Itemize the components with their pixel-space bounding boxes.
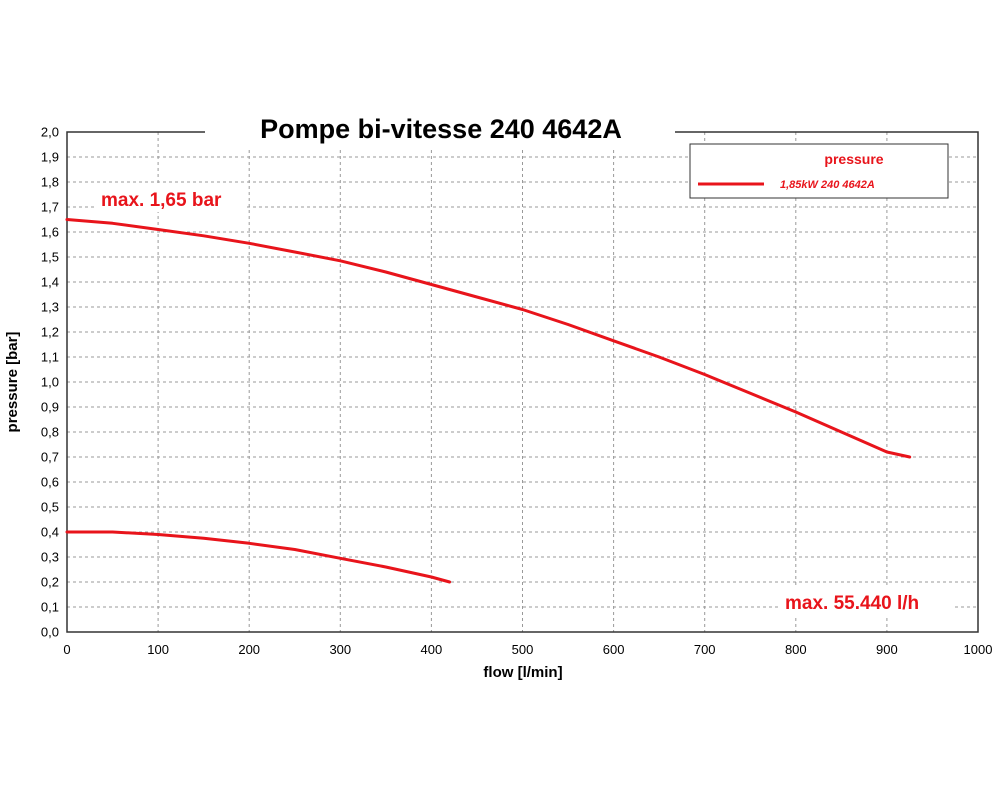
y-tick-label: 0,6 [41, 475, 59, 490]
y-tick-label: 0,7 [41, 450, 59, 465]
y-tick-label: 1,8 [41, 175, 59, 190]
y-axis-label: pressure [bar] [4, 332, 21, 433]
x-tick-label: 800 [785, 642, 807, 657]
y-tick-label: 1,7 [41, 200, 59, 215]
y-tick-label: 0,4 [41, 525, 59, 540]
title-background [205, 112, 675, 148]
y-tick-label: 1,0 [41, 375, 59, 390]
x-tick-label: 400 [421, 642, 443, 657]
y-tick-label: 0,2 [41, 575, 59, 590]
y-tick-label: 1,1 [41, 350, 59, 365]
x-tick-label: 200 [238, 642, 260, 657]
y-tick-label: 1,6 [41, 225, 59, 240]
legend-box [689, 143, 949, 199]
x-tick-label: 700 [694, 642, 716, 657]
legend: pressure 1,85kW 240 4642A [689, 143, 949, 199]
chart-title: Pompe bi-vitesse 240 4642A [260, 114, 622, 144]
x-tick-label: 600 [603, 642, 625, 657]
y-tick-label: 1,4 [41, 275, 59, 290]
y-tick-label: 0,0 [41, 625, 59, 640]
y-tick-label: 1,2 [41, 325, 59, 340]
annotation-max-flow-background [780, 588, 955, 615]
y-tick-label: 2,0 [41, 125, 59, 140]
y-tick-label: 0,1 [41, 600, 59, 615]
annotation-max-flow: max. 55.440 l/h [785, 593, 919, 614]
annotation-max-pressure-background [96, 185, 246, 212]
x-axis-label: flow [l/min] [483, 664, 562, 681]
series-lines [65, 218, 912, 584]
y-tick-label: 0,9 [41, 400, 59, 415]
y-tick-label: 0,5 [41, 500, 59, 515]
annotation-max-pressure: max. 1,65 bar [101, 190, 222, 211]
tick-labels: 0 100 200 300 400 500 600 700 800 900 1000 0,0 0,1 0,… [41, 125, 993, 658]
y-tick-label: 1,9 [41, 150, 59, 165]
x-tick-label: 500 [512, 642, 534, 657]
x-tick-label: 0 [63, 642, 70, 657]
x-tick-label: 1000 [964, 642, 993, 657]
x-tick-label: 300 [329, 642, 351, 657]
y-tick-label: 0,8 [41, 425, 59, 440]
y-tick-label: 0,3 [41, 550, 59, 565]
y-tick-label: 1,3 [41, 300, 59, 315]
legend-title: pressure [824, 151, 883, 167]
x-tick-label: 900 [876, 642, 898, 657]
x-tick-label: 100 [147, 642, 169, 657]
y-tick-label: 1,5 [41, 250, 59, 265]
series-line-low-speed [65, 530, 452, 584]
series-line-high-speed [65, 218, 912, 459]
legend-entry-label: 1,85kW 240 4642A [780, 179, 875, 191]
